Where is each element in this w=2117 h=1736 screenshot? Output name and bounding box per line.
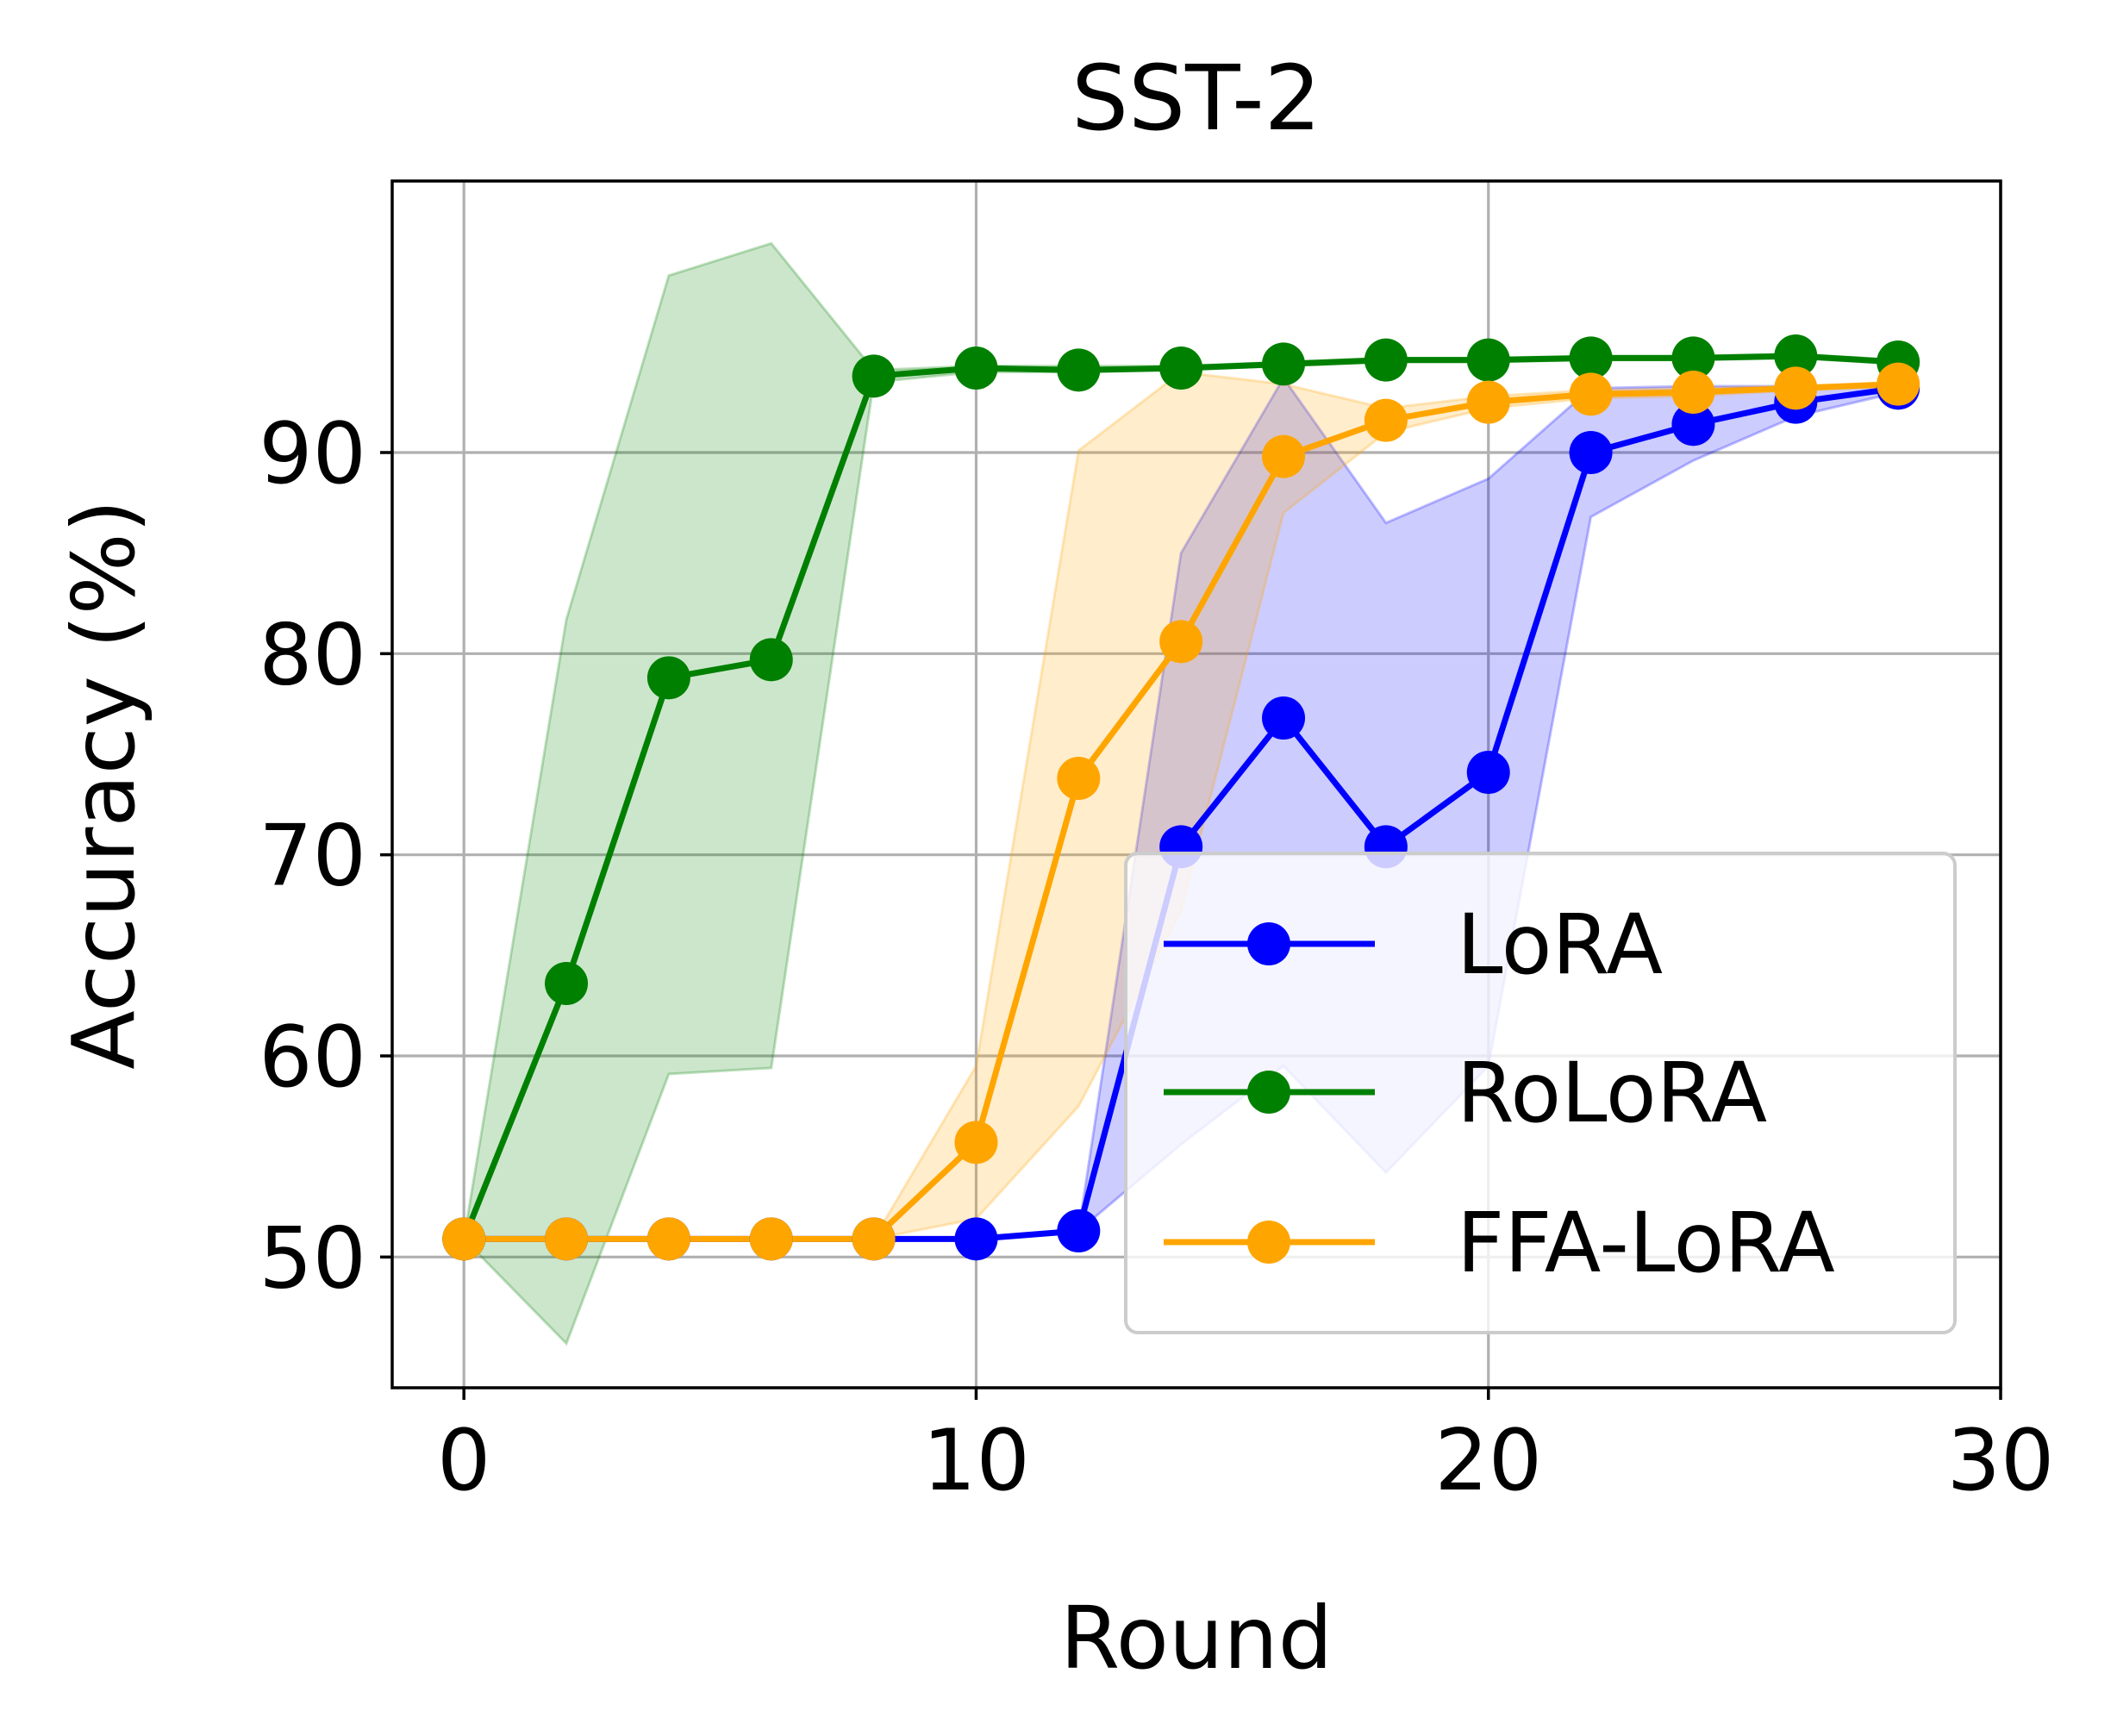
y-axis-title: Accuracy (%) bbox=[53, 499, 154, 1069]
legend-lora-label: LoRA bbox=[1457, 896, 1663, 993]
ffa-lora-point bbox=[852, 1217, 896, 1261]
rolora-point bbox=[1671, 336, 1715, 380]
ffa-lora-point bbox=[1671, 371, 1715, 414]
lora-point bbox=[1262, 696, 1306, 740]
rolora-point bbox=[545, 962, 589, 1005]
x-axis-title: Round bbox=[1060, 1588, 1333, 1689]
rolora-point bbox=[1364, 338, 1408, 382]
ffa-lora-point bbox=[954, 1121, 998, 1165]
y-tick-label: 50 bbox=[259, 1209, 366, 1308]
ffa-lora-point bbox=[1774, 366, 1818, 410]
rolora-point bbox=[1057, 348, 1101, 392]
x-tick-label: 0 bbox=[437, 1412, 490, 1510]
rolora-point bbox=[646, 656, 690, 700]
legend-ffa-lora-marker-swatch bbox=[1247, 1221, 1290, 1264]
legend: LoRA RoLoRA FFA-LoRA bbox=[1124, 852, 1957, 1334]
ffa-lora-point bbox=[1877, 362, 1920, 406]
y-tick-label: 70 bbox=[259, 808, 366, 906]
x-tick-label: 10 bbox=[922, 1412, 1030, 1510]
lora-point bbox=[1466, 751, 1510, 794]
rolora-point bbox=[1569, 336, 1613, 380]
legend-box bbox=[1124, 852, 1957, 1334]
rolora-point bbox=[954, 347, 998, 390]
rolora-point bbox=[1262, 342, 1306, 386]
legend-lora-marker-swatch bbox=[1247, 922, 1290, 965]
series-markers bbox=[442, 334, 1920, 1261]
ffa-lora-point bbox=[1057, 757, 1101, 800]
ffa-lora-point bbox=[1569, 372, 1613, 416]
ffa-lora-point bbox=[1159, 620, 1203, 664]
rolora-point bbox=[852, 354, 896, 398]
lora-point bbox=[954, 1217, 998, 1261]
ffa-lora-point bbox=[442, 1217, 486, 1261]
rolora-point bbox=[749, 638, 793, 682]
ffa-lora-point bbox=[749, 1217, 793, 1261]
ffa-lora-point bbox=[1262, 434, 1306, 478]
y-tick-label: 60 bbox=[259, 1009, 366, 1107]
rolora-point bbox=[1466, 338, 1510, 382]
rolora-point bbox=[1159, 347, 1203, 390]
ffa-lora-point bbox=[1466, 380, 1510, 424]
legend-rolora-label: RoLoRA bbox=[1457, 1045, 1767, 1141]
ffa-lora-point bbox=[1364, 398, 1408, 442]
lora-point bbox=[1569, 431, 1613, 474]
y-tick-label: 80 bbox=[259, 606, 366, 704]
x-tick-label: 20 bbox=[1434, 1412, 1542, 1510]
ffa-lora-point bbox=[646, 1217, 690, 1261]
plot-frame bbox=[390, 179, 2002, 1389]
ffa-lora-point bbox=[545, 1217, 589, 1261]
legend-ffa-lora-label: FFA-LoRA bbox=[1457, 1195, 1835, 1291]
y-tick-label: 90 bbox=[259, 405, 366, 503]
chart-title: SST-2 bbox=[1071, 46, 1321, 151]
lora-point bbox=[1671, 403, 1715, 446]
legend-rolora-marker-swatch bbox=[1247, 1071, 1290, 1114]
rolora-point bbox=[1774, 334, 1818, 378]
x-tick-label: 30 bbox=[1947, 1412, 2055, 1510]
lora-point bbox=[1057, 1209, 1101, 1252]
axis-ticks: 0 10 20 30 50 60 70 80 90 bbox=[259, 405, 2054, 1510]
